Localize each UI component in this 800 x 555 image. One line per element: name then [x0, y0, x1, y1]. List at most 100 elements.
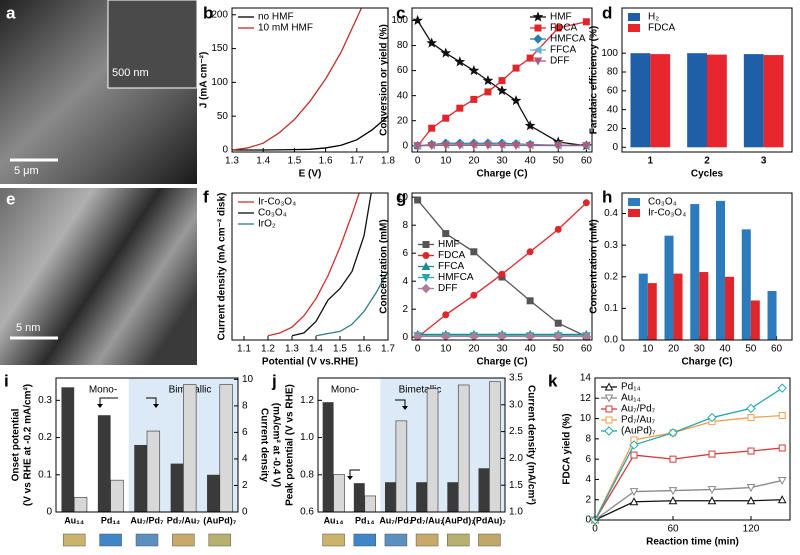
legend-marker [534, 24, 542, 32]
bar [447, 482, 459, 512]
y-tick-label: 100 [211, 77, 228, 88]
series-line [232, 115, 389, 151]
y-axis-label: Peak potential (V vs RHE) [285, 384, 296, 506]
y-tick-label: 0 [402, 140, 408, 151]
y2-tick-label: 6 [242, 427, 248, 438]
x-tick-label: 40 [719, 344, 731, 355]
y-tick-label: 80 [607, 67, 619, 78]
y-tick-label: 50 [217, 111, 229, 122]
marker [426, 37, 438, 48]
x-tick-label: 40 [525, 344, 537, 355]
arrow-head [347, 476, 353, 480]
x-tick-label: 1.5 [333, 344, 347, 355]
marker [582, 18, 590, 26]
marker [454, 56, 466, 67]
y-tick-label: 0.1 [38, 469, 52, 480]
y-tick-label: 0 [402, 332, 408, 343]
structure-icon [208, 533, 232, 547]
arrow-head [97, 404, 103, 408]
series-line [594, 387, 783, 521]
structure-icon [99, 533, 122, 547]
bar [750, 300, 760, 340]
bar [763, 55, 784, 148]
marker [777, 383, 787, 393]
marker [455, 141, 465, 150]
legend-marker [605, 416, 613, 424]
panel-label: h [602, 187, 612, 206]
bar [219, 384, 233, 513]
x-tick-label: 0 [415, 344, 421, 355]
y-tick-label: 150 [211, 43, 228, 54]
marker [470, 291, 478, 299]
marker [707, 486, 717, 495]
y2-tick-label: 2.0 [509, 453, 523, 464]
sem-inset [107, 0, 198, 89]
x-tick-label: (PdAu)₇ [473, 515, 506, 525]
y-tick-label: 8 [585, 433, 591, 444]
x-tick-label: 60 [667, 524, 679, 535]
legend-label: HMF [550, 12, 572, 23]
x-tick-label: 10 [642, 344, 654, 355]
bar [385, 482, 396, 512]
marker [778, 412, 786, 420]
panel-label: f [203, 187, 209, 206]
plot-frame [411, 192, 593, 341]
legend-marker [604, 382, 614, 391]
x-tick-label: Pd₁₄ [355, 515, 375, 525]
marker [708, 450, 716, 458]
x-tick-label: 1.6 [357, 344, 371, 355]
bar [395, 420, 408, 513]
legend-label: IrO₂ [258, 219, 276, 230]
legend-label: Ir-Co₃O₄ [648, 208, 686, 219]
tem-image [0, 188, 197, 365]
x-tick-label: Pd₁₄ [101, 515, 121, 525]
panel-label: b [203, 3, 213, 22]
y-tick-label: 200 [211, 9, 228, 20]
bar [73, 497, 88, 513]
plot-frame [621, 192, 793, 341]
y2-tick-label: 10 [242, 374, 254, 385]
y-axis-label: (V vs RHE at -0.2 mA/cm²) [23, 384, 34, 506]
y2-tick-label: 4 [242, 454, 248, 465]
legend-label: no HMF [258, 12, 294, 23]
x-tick-label: 20 [468, 344, 480, 355]
x-tick-label: 30 [496, 156, 508, 167]
x-axis-label: Reaction time (min) [646, 537, 739, 548]
x-tick-label: 30 [694, 344, 706, 355]
scale-text: 5 μm [14, 165, 39, 177]
legend-label: Ir-Co₃O₄ [258, 197, 296, 208]
marker [511, 141, 521, 151]
bar [170, 463, 184, 512]
structure-icon [447, 533, 470, 547]
marker [778, 444, 786, 452]
marker [442, 311, 450, 319]
x-tick-label: 1.6 [319, 156, 333, 167]
bar [647, 283, 657, 340]
legend-label: DFF [550, 56, 569, 67]
plot-frame [231, 192, 389, 341]
marker [498, 77, 506, 85]
y-axis-label: Conversion or yield (%) [379, 24, 390, 136]
y-axis-label: FDCA yield (%) [562, 413, 573, 484]
series-line [291, 192, 372, 337]
marker [746, 484, 756, 493]
marker [456, 104, 464, 112]
legend-swatch [628, 209, 640, 217]
marker [707, 412, 717, 423]
series-line [231, 7, 363, 151]
marker [468, 65, 480, 76]
legend-label: FFCA [438, 261, 464, 272]
x-axis-label: Charge (C) [476, 357, 527, 368]
arrow-head [402, 406, 408, 410]
marker [582, 199, 590, 207]
y-tick-label: 1.0 [300, 432, 314, 443]
plot-frame [231, 7, 389, 153]
x-tick-label: 120 [743, 524, 760, 535]
structure-icon [478, 533, 501, 547]
structure-icon [172, 533, 195, 547]
x-axis-label: Charge (C) [681, 357, 732, 368]
scale-text: 500 nm [112, 67, 149, 79]
marker [442, 230, 450, 238]
bar [364, 495, 376, 513]
structure-icon [62, 533, 86, 547]
